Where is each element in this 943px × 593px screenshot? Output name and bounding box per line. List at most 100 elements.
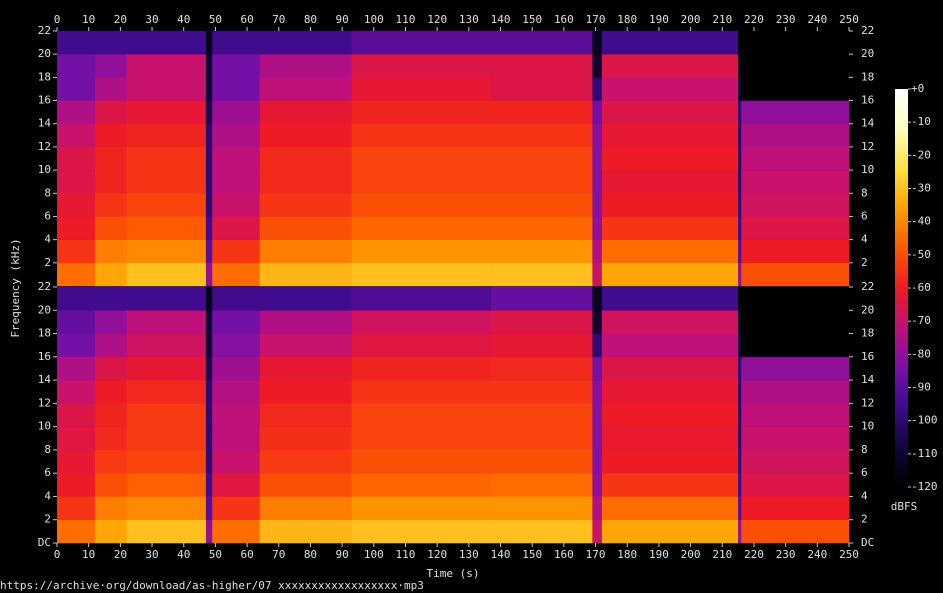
y-tick-label: 18 (38, 70, 51, 83)
y-tick-label: 12 (38, 396, 51, 409)
spectrogram-cell (491, 496, 593, 521)
spectrogram-cell (95, 216, 127, 240)
colorbar-tick-label: -110 (911, 447, 938, 460)
spectrogram-cell (57, 449, 96, 474)
spectrogram-cell (205, 170, 213, 194)
spectrogram-cell (741, 449, 850, 474)
spectrogram-cell (491, 31, 593, 55)
x-tick-label: 140 (491, 13, 511, 26)
y-tick-label: 16 (38, 94, 51, 107)
x-tick-label: 170 (586, 548, 606, 561)
spectrogram-cell (491, 426, 593, 451)
colorbar-tick-label: -40 (911, 215, 931, 228)
spectrogram-cell (741, 287, 850, 311)
spectrogram-cell (126, 170, 207, 194)
spectrogram-cell (126, 287, 207, 311)
spectrogram-cell (57, 239, 96, 264)
spectrogram-cell (601, 519, 739, 544)
spectrogram-cell (95, 403, 127, 427)
spectrogram-cell (126, 519, 207, 544)
spectrogram-cell (741, 100, 850, 125)
x-tick-label: 120 (427, 548, 447, 561)
spectrogram-cell (57, 262, 96, 287)
spectrogram-cell (351, 54, 492, 78)
spectrogram-cell (491, 146, 593, 171)
spectrogram-cell (95, 519, 127, 544)
spectrogram-cell (738, 54, 742, 78)
spectrogram-cell (738, 287, 742, 311)
spectrogram-cell (259, 519, 352, 544)
x-tick-label: 20 (114, 13, 127, 26)
spectrogram-cell (259, 193, 352, 217)
spectrogram-cell (592, 77, 603, 101)
colorbar-tick-label: -10 (911, 115, 931, 128)
spectrogram-cell (741, 519, 850, 544)
spectrogram-cell (351, 449, 492, 474)
spectrogram-cell (351, 356, 492, 381)
colorbar-tick-label: -70 (911, 314, 931, 327)
spectrogram-cell (57, 170, 96, 194)
spectrogram-cell (601, 356, 739, 381)
spectrogram-cell (57, 31, 96, 55)
spectrogram-cell (601, 380, 739, 404)
spectrogram-panel (57, 31, 850, 287)
spectrogram-cell (738, 123, 742, 148)
spectrogram-cell (741, 193, 850, 217)
spectrogram-cell (491, 193, 593, 217)
y-tick-label: 8 (861, 186, 868, 199)
spectrogram-cell (592, 449, 603, 474)
spectrogram-cell (212, 262, 261, 287)
y-tick-label: 2 (861, 513, 868, 526)
spectrogram-cell (491, 403, 593, 427)
y-tick-label: 20 (38, 303, 51, 316)
spectrogram-cell (205, 193, 213, 217)
x-tick-label: 90 (335, 13, 348, 26)
x-tick-label: 160 (554, 548, 574, 561)
spectrogram-cell (95, 310, 127, 334)
spectrogram-cell (741, 123, 850, 148)
y-tick-label: 6 (44, 209, 51, 222)
spectrogram-cell (741, 380, 850, 404)
spectrogram-cell (259, 100, 352, 125)
spectrogram-cell (212, 239, 261, 264)
x-tick-label: 60 (240, 13, 253, 26)
spectrogram-cell (259, 77, 352, 101)
x-tick-label: 20 (114, 548, 127, 561)
spectrogram-cell (491, 380, 593, 404)
spectrogram-cell (601, 333, 739, 358)
spectrogram-cell (491, 310, 593, 334)
spectrogram-cell (351, 123, 492, 148)
spectrogram-cell (351, 31, 492, 55)
spectrogram-cell (126, 496, 207, 521)
spectrogram-cell (592, 310, 603, 334)
x-tick-label: 80 (304, 548, 317, 561)
spectrogram-cell (57, 100, 96, 125)
spectrogram-cell (212, 216, 261, 240)
spectrogram-cell (491, 123, 593, 148)
spectrogram-cell (259, 146, 352, 171)
spectrogram-cell (95, 449, 127, 474)
colorbar-tick-label: -100 (911, 414, 938, 427)
x-tick-label: 180 (617, 13, 637, 26)
spectrogram-cell (592, 216, 603, 240)
spectrogram-cell (95, 356, 127, 381)
colorbar-tick-label: -50 (911, 248, 931, 261)
colorbar-tick-label: -90 (911, 381, 931, 394)
x-tick-label: 60 (240, 548, 253, 561)
y-tick-label: 14 (861, 117, 875, 130)
spectrogram-cell (738, 77, 742, 101)
spectrogram-cell (601, 77, 739, 101)
x-tick-label: 30 (145, 13, 158, 26)
spectrogram-cell (738, 426, 742, 451)
spectrogram-cell (738, 473, 742, 497)
spectrogram-cell (741, 426, 850, 451)
spectrogram-cell (592, 426, 603, 451)
spectrogram-cell (601, 193, 739, 217)
spectrogram-cell (259, 356, 352, 381)
spectrogram-cell (741, 54, 850, 78)
y-tick-label: 12 (861, 140, 874, 153)
spectrogram-cell (741, 170, 850, 194)
spectrogram-cell (126, 310, 207, 334)
x-tick-label: 170 (586, 13, 606, 26)
spectrogram-cell (205, 216, 213, 240)
